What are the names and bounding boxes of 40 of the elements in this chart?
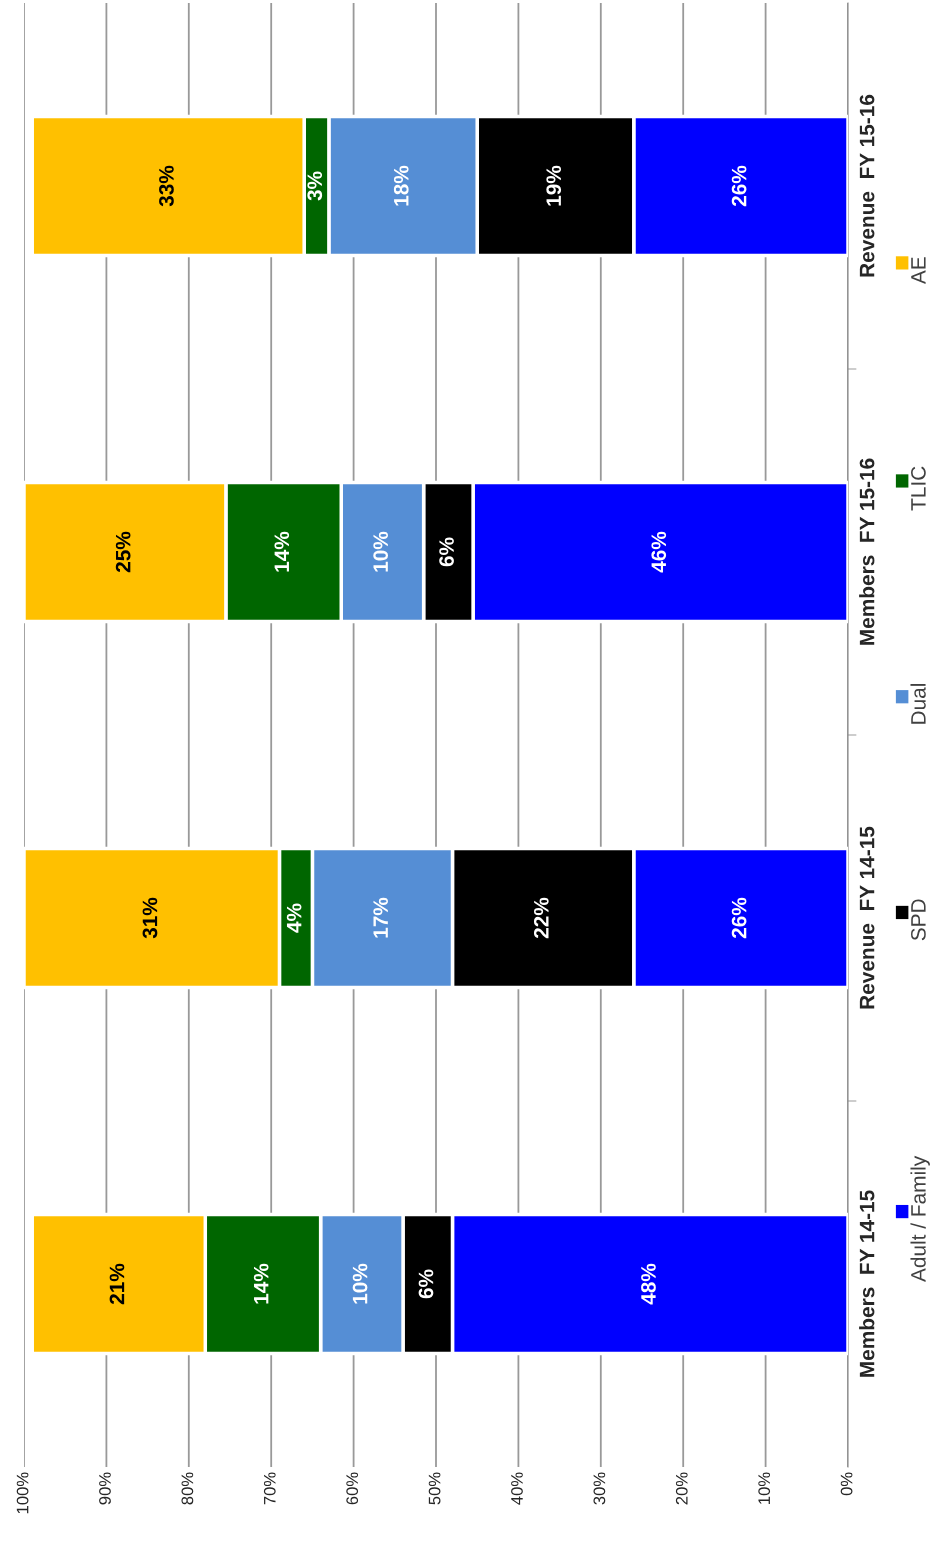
data-label: 46% (651, 531, 667, 573)
y-tick-label: Members FY 14-15 (859, 1190, 875, 1377)
x-tick-label: 100% (16, 1472, 29, 1514)
x-tick-label: 90% (99, 1472, 111, 1505)
data-label: 6% (439, 537, 454, 567)
x-tick-label: 70% (263, 1472, 276, 1505)
data-label: 19% (546, 165, 562, 206)
data-label: 18% (393, 165, 409, 206)
data-label: 6% (418, 1269, 434, 1299)
data-label: 22% (533, 897, 549, 939)
data-label: 21% (109, 1263, 125, 1305)
legend-label: AE (911, 257, 926, 285)
legend-label: Dual (910, 684, 926, 724)
data-label: 26% (731, 165, 747, 207)
data-label: 14% (274, 531, 290, 572)
x-tick-label: 30% (593, 1472, 606, 1505)
legend-label: Adult / Family (910, 1155, 930, 1282)
data-label: 48% (641, 1263, 656, 1305)
data-label: 25% (115, 531, 131, 573)
x-tick-label: 80% (181, 1472, 194, 1505)
data-label: 10% (373, 531, 389, 572)
x-tick-label: 20% (675, 1472, 688, 1505)
x-tick-label: 60% (346, 1472, 359, 1505)
legend-label: TLIC (911, 466, 926, 511)
y-tick-label: Revenue FY 14-15 (859, 826, 875, 1009)
data-label: 31% (142, 897, 158, 939)
x-tick-label: 50% (428, 1472, 441, 1505)
y-tick-label: Revenue FY 15-16 (859, 94, 875, 277)
x-tick-label: 0% (840, 1472, 853, 1496)
x-tick-label: 40% (511, 1472, 523, 1505)
data-label: 14% (253, 1263, 269, 1304)
data-label: 10% (352, 1263, 368, 1304)
legend-label: SPD (911, 899, 926, 941)
data-label: 33% (159, 165, 174, 207)
data-label: 26% (731, 897, 747, 939)
data-label: 3% (307, 171, 323, 201)
data-label: 17% (373, 897, 388, 938)
y-tick-label: Members FY 15-16 (859, 458, 875, 645)
data-label: 4% (286, 903, 302, 933)
x-tick-label: 10% (758, 1472, 771, 1504)
